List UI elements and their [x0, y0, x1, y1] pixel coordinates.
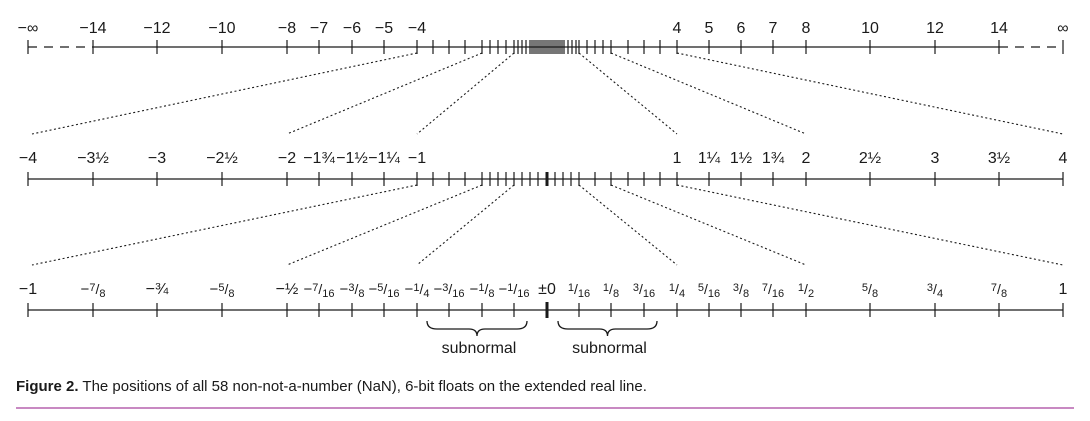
- tick-label: 3/4: [927, 281, 943, 300]
- tick-label: −1/4: [405, 281, 430, 300]
- tick-label: −1¼: [368, 150, 400, 167]
- zoom-connector: [286, 52, 483, 135]
- tick-label: −5: [375, 20, 393, 37]
- zoom-connector: [610, 52, 807, 135]
- tick-label: −1/8: [470, 281, 495, 300]
- tick-label: −12: [143, 20, 170, 37]
- tick-label: −3: [148, 150, 166, 167]
- tick-label: −½: [276, 281, 299, 298]
- tick-label: 4: [673, 20, 682, 37]
- tick-label: −10: [208, 20, 235, 37]
- subnormal-brace-right: [557, 320, 658, 337]
- tick-label: −6: [343, 20, 361, 37]
- tick-label: −4: [19, 150, 37, 167]
- subnormal-label-left: subnormal: [442, 340, 517, 357]
- tick-label: 1½: [730, 150, 752, 167]
- tick-label: 1¾: [762, 150, 785, 167]
- tick-label: −1: [19, 281, 37, 298]
- tick-label: 2½: [859, 150, 881, 167]
- zoom-connector: [676, 184, 1064, 266]
- tick-label: −4: [408, 20, 426, 37]
- tick-label: ∞: [1057, 20, 1068, 37]
- tick-label: −7/16: [303, 281, 334, 300]
- tick-label: 1¼: [698, 150, 721, 167]
- tick-label: −3½: [77, 150, 109, 167]
- tick-label: 3/8: [733, 281, 749, 300]
- tick-label: −¾: [146, 281, 169, 298]
- tick-label: 3/16: [633, 281, 655, 300]
- tick-label: −7/8: [81, 281, 106, 300]
- caption-label: Figure 2.: [16, 378, 79, 395]
- tick-label: 12: [926, 20, 944, 37]
- tick-label: −3/8: [340, 281, 365, 300]
- tick-label: −8: [278, 20, 296, 37]
- tick-label: 1/16: [568, 281, 590, 300]
- tick-label: −1: [408, 150, 426, 167]
- tick-label: −14: [79, 20, 106, 37]
- tick-label: 5: [705, 20, 714, 37]
- zoom-connector: [578, 52, 678, 135]
- subnormal-brace-left: [426, 320, 528, 337]
- tick-label: 1: [1059, 281, 1068, 298]
- tick-label: 7/16: [762, 281, 784, 300]
- tick-label: −2: [278, 150, 296, 167]
- zoom-connector: [610, 184, 807, 266]
- tick-label: 4: [1059, 150, 1068, 167]
- tick-label: 5/16: [698, 281, 720, 300]
- tick-label: −1¾: [303, 150, 335, 167]
- tick-label: ±0: [538, 281, 556, 298]
- figure-caption: Figure 2. The positions of all 58 non-no…: [16, 378, 1076, 395]
- tick-label: 8: [802, 20, 811, 37]
- tick-label: −5/16: [368, 281, 399, 300]
- tick-label: −2½: [206, 150, 238, 167]
- tick-label: 5/8: [862, 281, 878, 300]
- zoom-connectors-1: [31, 52, 1064, 135]
- caption-text: The positions of all 58 non-not-a-number…: [82, 378, 647, 395]
- tick-label: −1/16: [498, 281, 529, 300]
- tick-label: 7/8: [991, 281, 1007, 300]
- minus-one-to-one-line: −1 −7/8 −¾ −5/8 −½ −7/16 −3/8 −5/16 −1/4 −3/16 −1/…: [19, 281, 1068, 318]
- zoom-connector: [31, 52, 418, 135]
- tick-label: 7: [769, 20, 778, 37]
- tick-label: −3/16: [433, 281, 464, 300]
- zoom-connector: [416, 184, 515, 266]
- tick-label: 2: [802, 150, 811, 167]
- tick-label: 1: [673, 150, 682, 167]
- tick-label: 3½: [988, 150, 1010, 167]
- tick-label: −7: [310, 20, 328, 37]
- zoom-connector: [416, 52, 515, 135]
- tick-label: −5/8: [210, 281, 235, 300]
- zoom-connectors-2: [31, 184, 1064, 266]
- zoom-connector: [578, 184, 678, 266]
- caption-rule: [16, 407, 1074, 409]
- tick-label: 3: [931, 150, 940, 167]
- tick-label: 1/2: [798, 281, 814, 300]
- zoom-connector: [676, 52, 1064, 135]
- tick-label: 1/8: [603, 281, 619, 300]
- extended-real-line: −∞ −14 −12 −10 −8 −7 −6 −5 −4 4 5 6 7 8 10 12 14 ∞: [18, 20, 1069, 54]
- tick-label: 1/4: [669, 281, 685, 300]
- tick-label: 14: [990, 20, 1008, 37]
- tick-label: −∞: [18, 20, 39, 37]
- zoom-connector: [286, 184, 483, 266]
- tick-label: −1½: [336, 150, 368, 167]
- subnormal-label-right: subnormal: [572, 340, 647, 357]
- number-lines: −∞ −14 −12 −10 −8 −7 −6 −5 −4 4 5 6 7 8 10 12 14 ∞−4 −3½ −3…: [18, 20, 1069, 357]
- tick-label: 6: [737, 20, 746, 37]
- zoom-connector: [31, 184, 418, 266]
- tick-label: 10: [861, 20, 879, 37]
- float-number-line-diagram: −∞ −14 −12 −10 −8 −7 −6 −5 −4 4 5 6 7 8 10 12 14 ∞−4 −3½ −3…: [18, 20, 1069, 357]
- minus-four-to-four-line: −4 −3½ −3 −2½ −2 −1¾ −1½ −1¼ −1 1 1¼ 1½ 1¾ 2 2½ 3 3½ 4: [19, 150, 1068, 186]
